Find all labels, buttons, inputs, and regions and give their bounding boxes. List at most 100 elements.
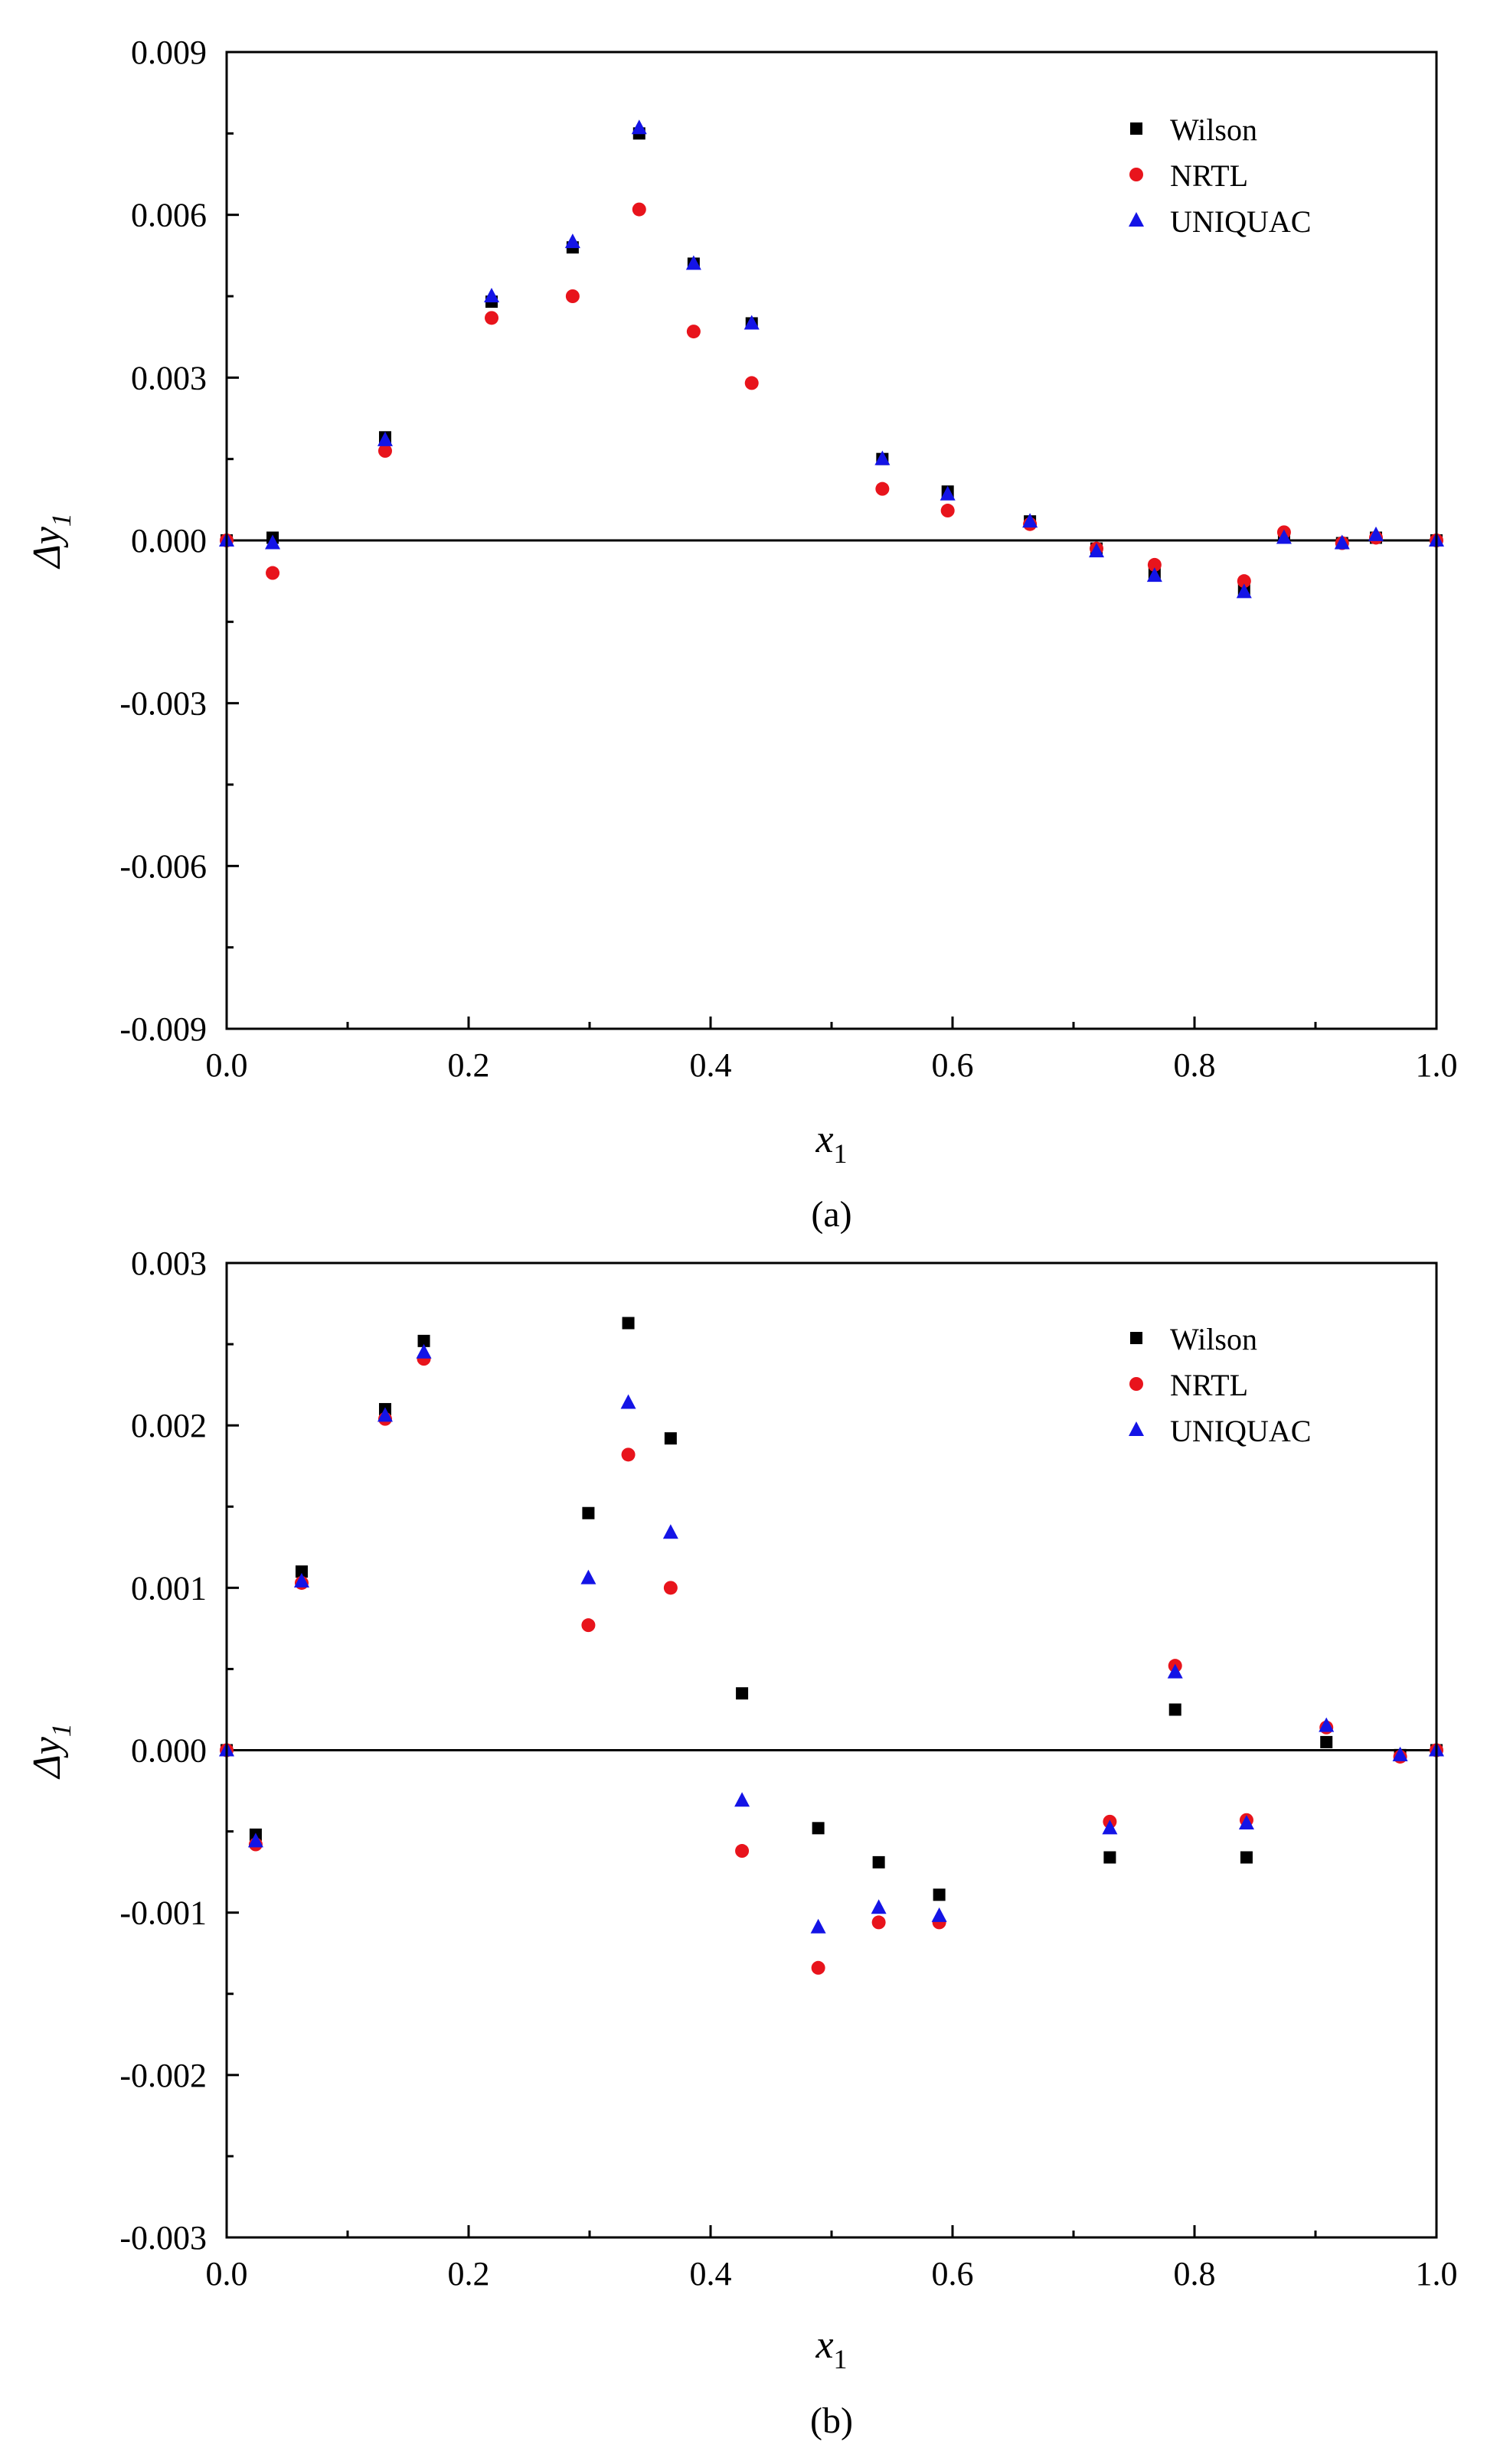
data-point-uniquac (377, 431, 393, 446)
data-point-uniquac (631, 119, 647, 135)
data-point-nrtl (565, 289, 580, 303)
legend-marker-nrtl (1129, 168, 1143, 181)
legend-marker-uniquac (1129, 212, 1144, 227)
x-tick-label: 0.4 (690, 1046, 732, 1084)
data-point-wilson (1320, 1735, 1333, 1748)
data-point-uniquac (874, 450, 891, 465)
data-point-wilson (736, 1687, 749, 1700)
data-point-wilson (812, 1822, 825, 1835)
data-point-uniquac (247, 1832, 263, 1848)
plot-frame (225, 51, 1438, 1030)
data-point-nrtl (581, 1618, 596, 1633)
y-tick-label: 0.006 (131, 197, 207, 234)
legend-label-nrtl: NRTL (1170, 158, 1248, 193)
data-point-uniquac (1368, 526, 1384, 541)
data-point-nrtl (377, 444, 392, 459)
data-point-uniquac (1276, 529, 1292, 544)
data-point-uniquac (871, 1899, 887, 1914)
y-tick-label: 0.003 (131, 359, 207, 397)
data-point-uniquac (734, 1792, 750, 1807)
data-point-uniquac (620, 1394, 636, 1409)
data-point-nrtl (811, 1960, 825, 1975)
panel-b: 0.0030.0020.0010.000-0.001-0.002-0.0030.… (25, 1245, 1458, 2441)
data-point-uniquac (377, 1407, 393, 1422)
data-point-uniquac (416, 1343, 432, 1359)
x-tick-label: 0.4 (690, 2255, 732, 2293)
data-point-uniquac (1392, 1746, 1408, 1761)
y-tick-label: -0.006 (119, 847, 207, 885)
data-point-uniquac (685, 255, 701, 270)
data-point-uniquac (1334, 534, 1350, 550)
data-point-wilson (417, 1334, 430, 1347)
legend-marker-uniquac (1129, 1421, 1144, 1436)
x-tick-label: 0.2 (448, 2255, 490, 2293)
plot-frame (225, 1261, 1438, 2239)
data-point-nrtl (1147, 557, 1162, 572)
data-point-wilson (872, 1855, 885, 1868)
data-point-uniquac (1022, 513, 1038, 528)
legend: Wilson NRTL UNIQUAC (1129, 113, 1311, 239)
data-point-wilson (664, 1432, 677, 1445)
data-point-uniquac (265, 534, 281, 550)
y-tick-label: -0.001 (119, 1895, 207, 1932)
y-tick-label: 0.002 (131, 1407, 207, 1444)
data-point-uniquac (564, 233, 580, 249)
data-point-wilson (1103, 1851, 1116, 1864)
legend-label-uniquac: UNIQUAC (1170, 204, 1311, 239)
data-point-uniquac (1089, 543, 1105, 558)
legend-marker-wilson (1130, 1332, 1142, 1344)
data-point-uniquac (1146, 567, 1162, 583)
data-point-uniquac (662, 1524, 678, 1539)
y-tick-label: -0.003 (119, 685, 207, 723)
data-point-wilson (622, 1317, 635, 1330)
y-tick-label: -0.009 (119, 1010, 207, 1048)
x-tick-label: 1.0 (1416, 2255, 1458, 2293)
data-point-uniquac (293, 1572, 309, 1588)
data-point-uniquac (1236, 583, 1252, 599)
y-tick-label: 0.003 (131, 1245, 207, 1282)
panel-caption: (b) (810, 2400, 853, 2441)
data-point-uniquac (810, 1918, 826, 1934)
x-tick-label: 0.0 (206, 1046, 248, 1084)
x-tick-label: 0.8 (1174, 2255, 1216, 2293)
data-point-uniquac (940, 485, 956, 501)
y-tick-label: -0.003 (119, 2219, 207, 2257)
x-tick-label: 0.6 (932, 1046, 974, 1084)
y-tick-label: 0.000 (131, 522, 207, 560)
data-point-wilson (295, 1565, 308, 1578)
y-tick-label: 0.000 (131, 1732, 207, 1770)
y-tick-label: 0.001 (131, 1569, 207, 1607)
data-point-nrtl (266, 566, 280, 580)
x-tick-label: 0.8 (1174, 1046, 1216, 1084)
data-point-nrtl (875, 481, 890, 496)
legend-label-nrtl: NRTL (1170, 1368, 1248, 1402)
data-point-nrtl (744, 376, 759, 390)
x-tick-label: 1.0 (1416, 1046, 1458, 1084)
data-point-wilson (582, 1506, 595, 1519)
data-point-wilson (933, 1888, 946, 1901)
data-point-uniquac (580, 1569, 596, 1584)
data-point-uniquac (1238, 1814, 1254, 1829)
data-point-nrtl (686, 325, 701, 339)
data-point-nrtl (485, 311, 499, 325)
legend-label-uniquac: UNIQUAC (1170, 1414, 1311, 1448)
data-point-nrtl (735, 1844, 750, 1859)
data-point-wilson (1168, 1703, 1181, 1716)
data-point-nrtl (632, 202, 646, 217)
data-point-nrtl (871, 1915, 886, 1930)
legend-marker-nrtl (1129, 1377, 1143, 1391)
legend: Wilson NRTL UNIQUAC (1129, 1322, 1311, 1448)
data-point-uniquac (484, 288, 500, 302)
data-point-uniquac (1102, 1819, 1118, 1835)
data-point-nrtl (1237, 574, 1251, 589)
x-tick-label: 0.0 (206, 2255, 248, 2293)
legend-label-wilson: Wilson (1170, 113, 1257, 147)
y-tick-label: 0.009 (131, 34, 207, 71)
data-point-nrtl (940, 504, 955, 518)
x-tick-label: 0.6 (932, 2255, 974, 2293)
data-point-uniquac (744, 315, 760, 330)
data-point-uniquac (1319, 1717, 1335, 1732)
x-tick-label: 0.2 (448, 1046, 490, 1084)
legend-label-wilson: Wilson (1170, 1322, 1257, 1356)
